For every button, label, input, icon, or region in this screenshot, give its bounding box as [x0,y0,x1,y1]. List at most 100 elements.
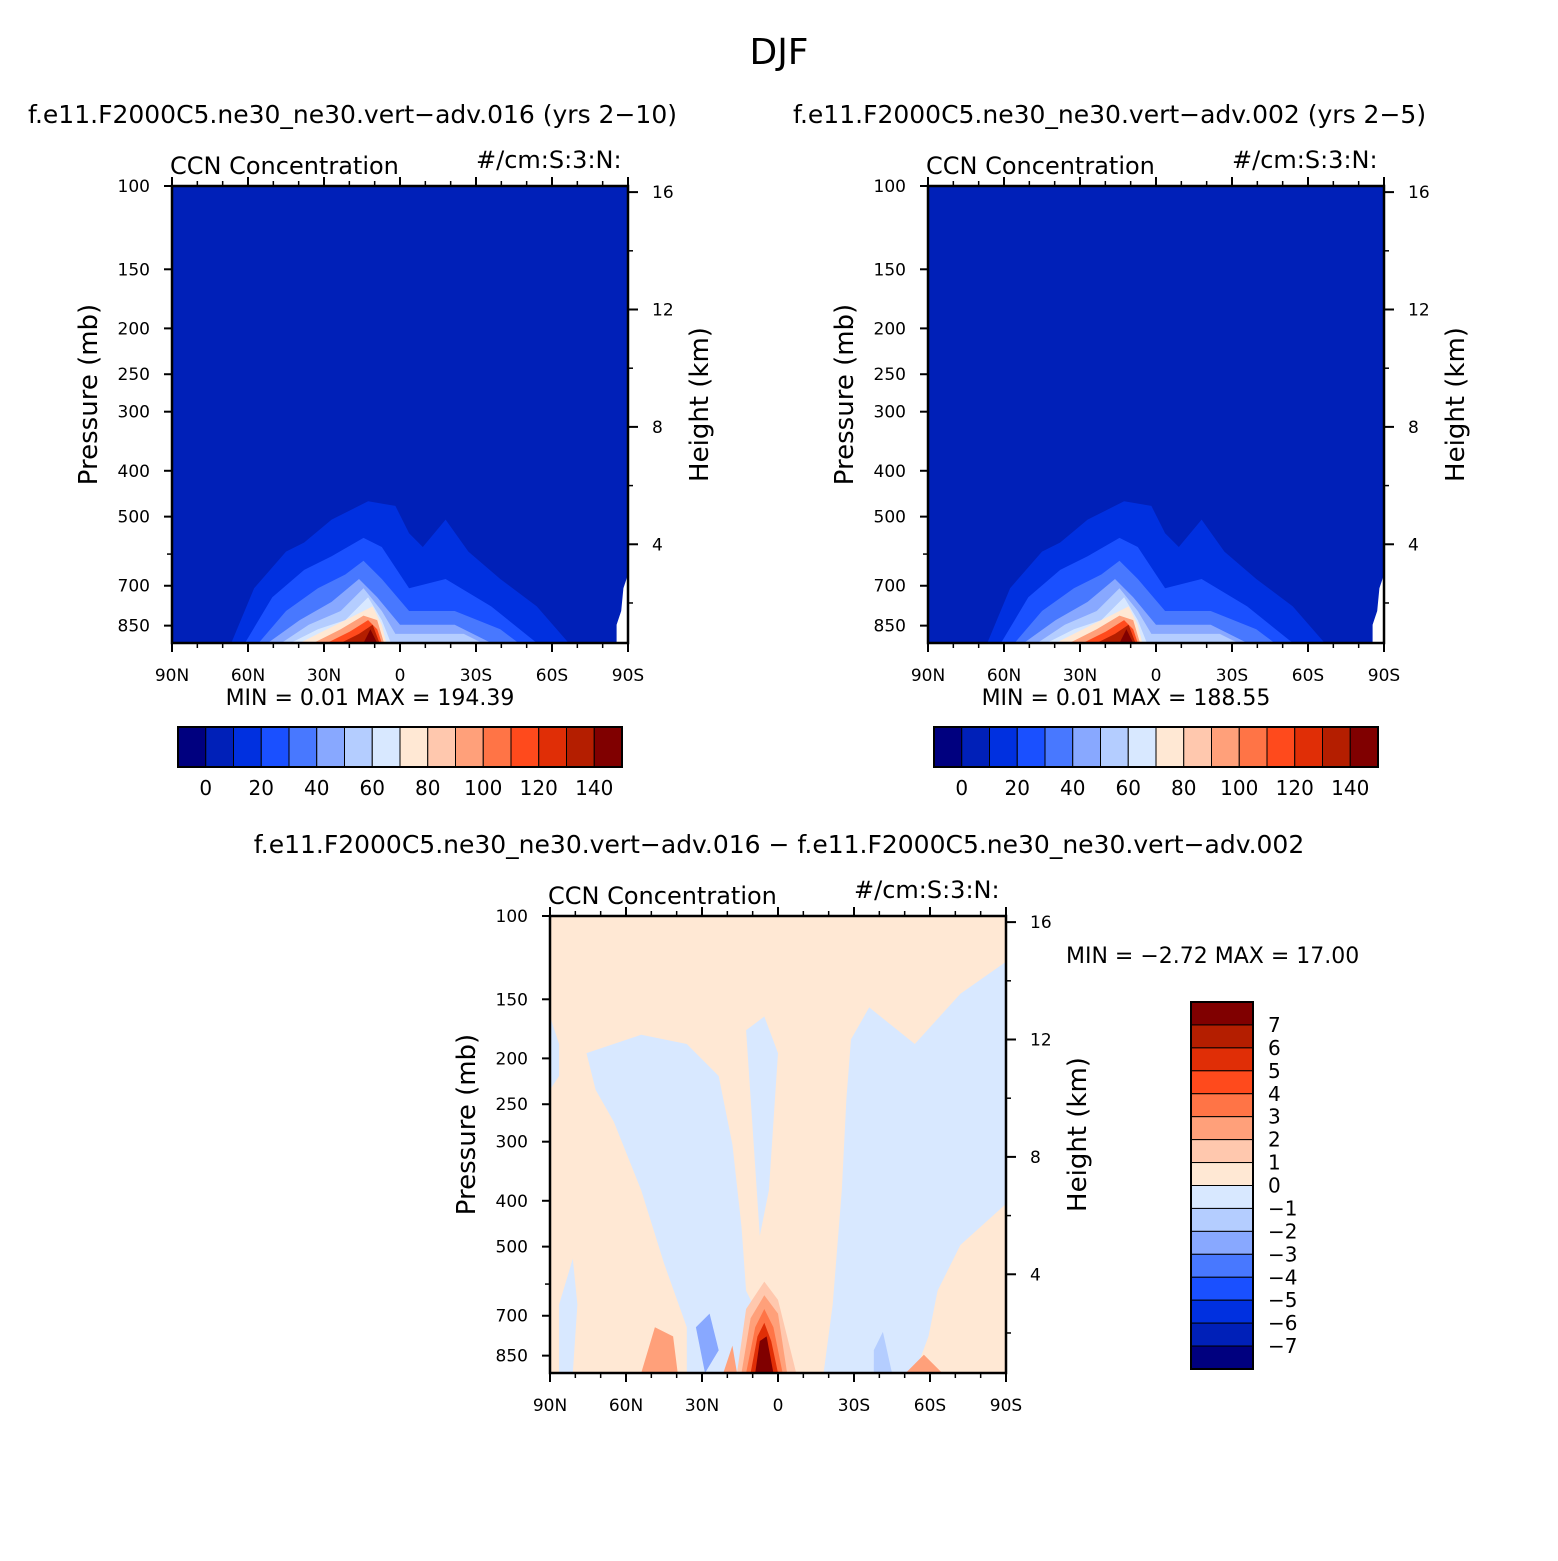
y-tick-label: 150 [118,260,150,280]
y-axis-label: Pressure (mb) [74,304,104,485]
contour-fill [695,1313,719,1373]
x-tick-label: 0 [1151,666,1162,686]
colorbar-label: 0 [199,776,212,800]
subtitle-right: #/cm:S:3:N: [854,876,1000,904]
y-tick-label: 200 [118,319,150,339]
subtitle-left: CCN Concentration [926,152,1155,180]
colorbar-label: 0 [1268,1174,1281,1198]
contour-fill [746,1016,778,1236]
colorbar-segment [205,726,234,768]
colorbar-segment [510,726,540,768]
colorbar-segment [233,726,262,768]
colorbar-segment [1190,1047,1254,1072]
colorbar-segment [538,726,567,768]
colorbar-segment [1349,726,1379,768]
y-tick-label: 150 [874,260,906,280]
y-tick-label: 100 [496,907,528,927]
y-tick-label: 700 [874,577,906,597]
colorbar-segment [1190,1207,1254,1232]
colorbar-label: 60 [1116,776,1141,800]
colorbar-segment [1190,1322,1254,1347]
contour-fill [586,1034,765,1373]
colorbar-segment [344,726,373,768]
colorbar-segment [316,726,345,768]
x-tick-label: 30S [1216,666,1248,686]
colorbar-segment [1211,726,1240,768]
colorbar-segment [1294,726,1323,768]
x-tick-label: 90N [533,1396,567,1416]
colorbar-segment [933,726,963,768]
contour-fill [873,1331,892,1373]
colorbar-label: 120 [520,776,558,800]
colorbar-segment [427,726,456,768]
y2-tick-label: 16 [1408,183,1430,203]
colorbar-segment [1072,726,1101,768]
contour-fill [1372,574,1384,643]
colorbar-segment [399,726,429,768]
colorbar-label: 1 [1268,1151,1281,1175]
colorbar-segment [593,726,623,768]
colorbar-frame [1190,1001,1254,1370]
colorbar-segment [177,726,207,768]
colorbar-label: 6 [1268,1036,1281,1060]
colorbar-label: 7 [1268,1013,1281,1037]
colorbar-label: 120 [1276,776,1314,800]
colorbar-segment [1190,1299,1254,1324]
subtitle-left: CCN Concentration [170,152,399,180]
y-tick-label: 400 [496,1192,528,1212]
y-tick-label: 250 [874,365,906,385]
contour-fills [928,186,1384,643]
x-tick-label: 0 [773,1396,784,1416]
colorbar-segment [1190,1276,1254,1301]
x-tick-label: 60N [609,1396,643,1416]
colorbar-segment [455,726,484,768]
colorbar-label: 60 [360,776,385,800]
colorbar-label: 20 [249,776,274,800]
y2-tick-label: 4 [1030,1265,1041,1285]
panel-1-title: f.e11.F2000C5.ne30_ne30.vert−adv.016 (yr… [28,100,677,129]
colorbar-segment [482,726,512,768]
contour-fills [172,186,628,643]
colorbar-segment [1044,726,1074,768]
colorbar-label: −1 [1268,1196,1297,1220]
subtitle-right: #/cm:S:3:N: [476,146,622,174]
x-tick-label: 60S [536,666,568,686]
y2-tick-label: 8 [652,418,663,438]
colorbar-segment [1183,726,1212,768]
y2-tick-label: 12 [1408,301,1430,321]
subtitle-left: CCN Concentration [548,882,777,910]
y-axis-label: Pressure (mb) [830,304,860,485]
y-tick-label: 200 [496,1049,528,1069]
colorbar-segment [1238,726,1268,768]
y-tick-label: 300 [496,1133,528,1153]
colorbar-segment [961,726,990,768]
colorbar-label: 3 [1268,1105,1281,1129]
colorbar-segment [1190,1139,1254,1164]
x-tick-label: 60S [914,1396,946,1416]
colorbar-label: 4 [1268,1082,1281,1106]
colorbar-segment [1322,726,1351,768]
colorbar-segment [371,726,401,768]
colorbar-segment [989,726,1018,768]
colorbar-label: 80 [415,776,440,800]
y-tick-label: 500 [496,1238,528,1258]
colorbar-label: −2 [1268,1219,1297,1243]
y-tick-label: 700 [118,577,150,597]
diff-panel-title: f.e11.F2000C5.ne30_ne30.vert−adv.016 − f… [253,830,1305,859]
y2-axis-label: Height (km) [1441,327,1471,482]
colorbar-segment [1266,726,1296,768]
y-tick-label: 500 [874,508,906,528]
colorbar-segment [1190,1253,1254,1278]
colorbar-label: 140 [575,776,613,800]
colorbar-frame [933,726,1379,768]
min-max-stats: MIN = −2.72 MAX = 17.00 [1066,944,1359,969]
colorbar-segment [1190,1024,1254,1049]
colorbar-label: −4 [1268,1265,1297,1289]
contour-fill [641,1327,678,1373]
contour-fills [550,916,1006,1373]
y-tick-label: 100 [874,177,906,197]
y-tick-label: 850 [874,617,906,637]
colorbar-label: 0 [955,776,968,800]
